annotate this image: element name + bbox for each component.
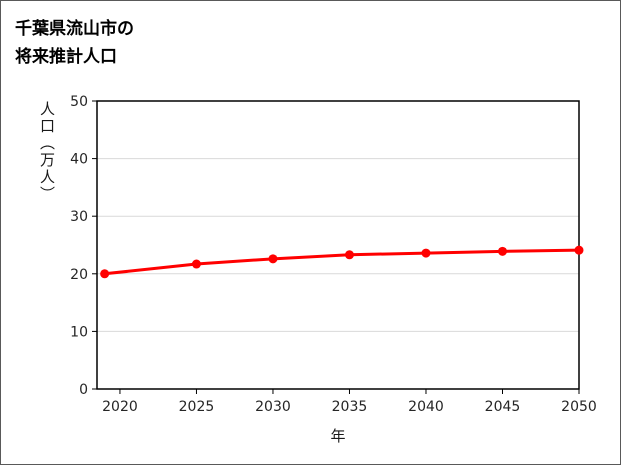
x-axis-title: 年 [330, 427, 346, 445]
data-point [574, 245, 584, 255]
y-tick-label: 40 [70, 152, 88, 168]
data-point [497, 246, 507, 256]
y-tick-label: 0 [79, 382, 88, 398]
y-tick-label: 50 [70, 94, 88, 110]
y-axis-title: 人口（万人） [38, 101, 56, 203]
y-tick-label: 30 [70, 209, 88, 225]
chart-title: 千葉県流山市の 将来推計人口 [15, 15, 134, 71]
data-point [421, 248, 431, 258]
x-tick-label: 2050 [561, 399, 597, 415]
data-point [191, 259, 201, 269]
data-point [100, 269, 110, 279]
chart-title-line1: 千葉県流山市の [15, 19, 134, 39]
x-tick-label: 2035 [332, 399, 368, 415]
y-tick-label: 20 [70, 267, 88, 283]
y-tick-label: 10 [70, 324, 88, 340]
data-point [344, 250, 354, 260]
x-tick-label: 2025 [179, 399, 215, 415]
chart-title-line2: 将来推計人口 [15, 47, 117, 67]
x-tick-label: 2020 [102, 399, 138, 415]
x-tick-label: 2045 [485, 399, 521, 415]
x-tick-label: 2030 [255, 399, 291, 415]
plot-border [96, 100, 580, 390]
series-line [103, 248, 581, 276]
data-point [268, 254, 278, 264]
x-tick-label: 2040 [408, 399, 444, 415]
